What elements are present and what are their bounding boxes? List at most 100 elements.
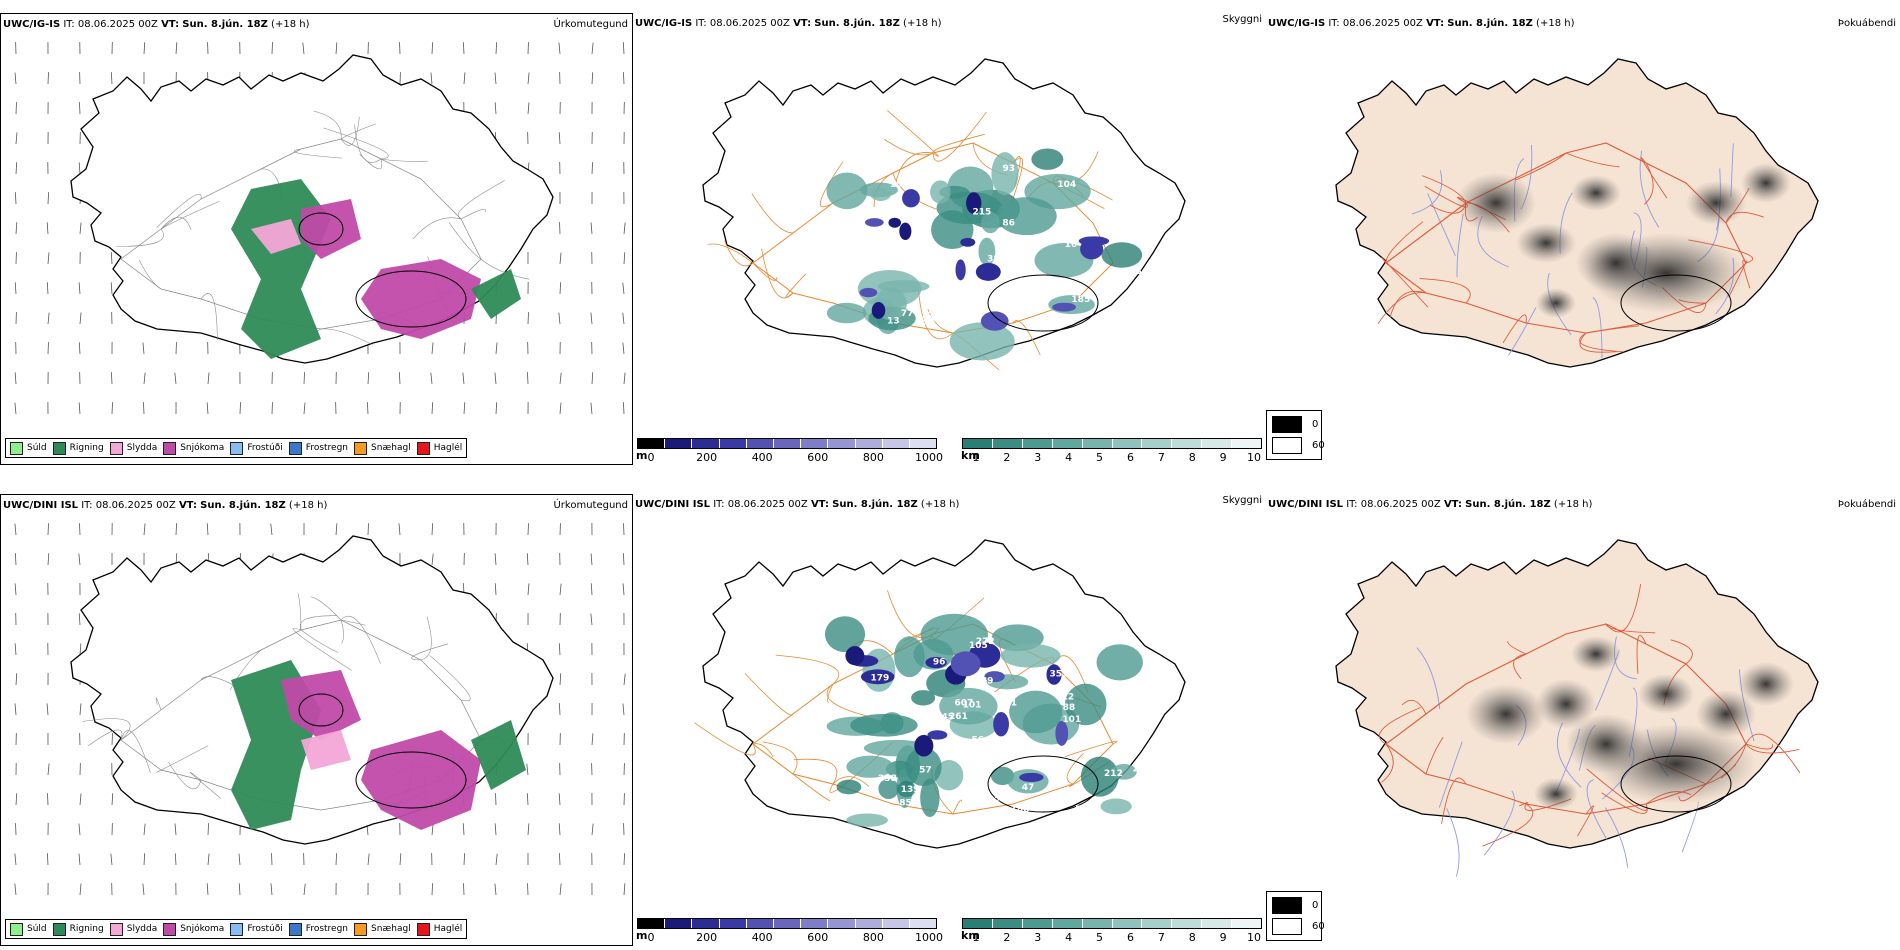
- legend-swatch: [163, 441, 177, 455]
- legend-label: Snæhagl: [371, 443, 411, 453]
- road: [1745, 743, 1774, 750]
- visibility-area: [1096, 644, 1143, 681]
- cloudbase-area: [1019, 772, 1044, 782]
- legend-swatch: [52, 441, 66, 455]
- wind-barb: [559, 402, 562, 415]
- precip-map-bottom: [14, 522, 626, 896]
- river: [1508, 307, 1537, 356]
- legend-swatch: [230, 441, 244, 455]
- precip-area: [471, 269, 521, 319]
- road: [300, 629, 339, 653]
- wind-barb: [462, 372, 465, 385]
- legend-label: Frostúði: [247, 443, 283, 453]
- wind-barb: [46, 222, 49, 235]
- road: [1565, 152, 1620, 168]
- wind-barb: [79, 312, 82, 325]
- road: [120, 730, 151, 774]
- wind-barb: [78, 162, 81, 175]
- road: [200, 676, 237, 687]
- colorbar-segment: [963, 439, 993, 448]
- wind-barb: [79, 883, 82, 896]
- wind-barb: [431, 883, 433, 896]
- wind-barb: [143, 523, 146, 536]
- wind-barb: [495, 342, 498, 355]
- road: [775, 654, 840, 685]
- road: [707, 243, 754, 264]
- wind-barb: [559, 853, 561, 866]
- glacier-outline: [355, 751, 467, 809]
- wind-barb: [622, 703, 625, 716]
- wind-barb: [207, 823, 209, 836]
- visibility-area: [920, 778, 940, 818]
- cloudbase-label: 22: [1062, 693, 1075, 703]
- glacier-outline: [355, 270, 467, 328]
- colorbar-segment: [1052, 439, 1083, 448]
- glacier-outline: [1620, 274, 1732, 332]
- road: [762, 741, 798, 775]
- cloudbase-label: 176: [1133, 806, 1152, 816]
- wind-barb: [78, 553, 81, 566]
- road: [340, 619, 366, 626]
- wind-barb: [78, 282, 81, 295]
- cloudbase-label: 86: [1002, 218, 1015, 228]
- cloudbase-area: [950, 651, 981, 677]
- iceland-land: 191 101 56 145 238 101 139 176 179 92 89 353 186 502 2…: [694, 539, 1186, 849]
- visibility-area: [850, 713, 918, 737]
- colorbar-tick: 2: [1003, 451, 1011, 464]
- wind-barb: [591, 42, 594, 55]
- visibility-colorbar: 1 2 3 4 5 6 7 8 9 10 km: [961, 438, 1262, 464]
- visibility-area: [836, 779, 862, 795]
- colorbar-tick: 800: [862, 931, 884, 944]
- colorbar-tick: 1000: [915, 931, 943, 944]
- visibility-area: [846, 813, 888, 827]
- legend-item: Rigning: [52, 922, 104, 936]
- road: [1012, 320, 1041, 356]
- river: [1604, 807, 1629, 868]
- wind-barb: [559, 583, 562, 596]
- wind-barb: [526, 763, 529, 776]
- road: [694, 722, 756, 756]
- precip-area: [361, 259, 481, 339]
- wind-barb: [14, 583, 17, 596]
- cloudbase-label: 93: [923, 317, 936, 327]
- glacier-outline: [987, 755, 1099, 813]
- fog-area: [1566, 714, 1646, 774]
- legend-item: Frostregn: [288, 441, 348, 455]
- road: [189, 771, 222, 799]
- wind-barb: [15, 823, 17, 836]
- wind-barb: [398, 523, 401, 536]
- cloudbase-label: 104: [1057, 180, 1076, 190]
- visibility-area: [826, 172, 868, 210]
- road: [156, 194, 202, 228]
- cloudbase-label: 66: [868, 234, 881, 244]
- wind-barb: [463, 72, 466, 85]
- legend-swatch: [10, 441, 23, 455]
- road: [1381, 743, 1394, 783]
- legend-item: Haglél: [416, 441, 462, 455]
- visibility-area: [939, 687, 998, 725]
- wind-barb: [143, 853, 146, 866]
- wind-barb: [79, 793, 82, 806]
- fog-swatch: [1272, 416, 1302, 433]
- visibility-area: [878, 778, 899, 800]
- cloudbase-area: [902, 189, 920, 208]
- panel-header: UWC/DINI ISL IT: 08.06.2025 00Z VT: Sun.…: [635, 499, 960, 510]
- wind-barb: [558, 823, 561, 836]
- wind-barb: [239, 402, 241, 415]
- wind-barb: [591, 72, 594, 85]
- road: [932, 111, 987, 162]
- cloudbase-label: 101: [963, 700, 982, 710]
- wind-barb: [494, 372, 497, 385]
- cloudbase-label: 85: [899, 799, 912, 809]
- wind-barb: [558, 312, 561, 325]
- colorbar-tick: 400: [751, 931, 773, 944]
- river: [1456, 213, 1464, 278]
- visibility-area: [824, 616, 866, 653]
- visibility-area: [1101, 242, 1143, 268]
- wind-barb: [110, 252, 113, 265]
- cloudbase-label: 272: [976, 637, 995, 647]
- wind-barb: [14, 402, 17, 415]
- wind-barb: [526, 553, 529, 566]
- panel-title: Úrkomutegund: [553, 19, 628, 30]
- cloudbase-area: [859, 287, 878, 298]
